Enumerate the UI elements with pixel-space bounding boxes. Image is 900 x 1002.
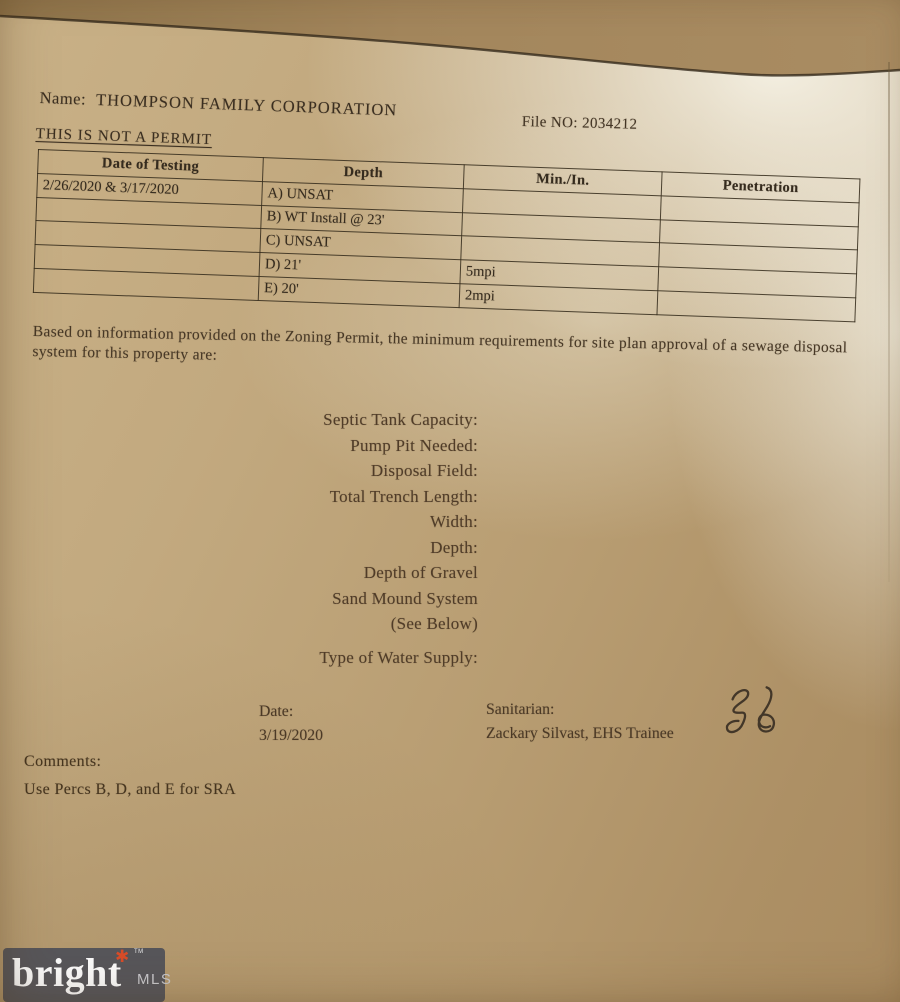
req-pump-pit-needed: Pump Pit Needed: [350,435,478,455]
bright-wordmark: bright [12,950,122,995]
trademark-symbol: TM [134,949,144,955]
date-block: Date: 3/19/2020 [259,700,323,748]
paper-top-edge [0,0,900,77]
req-sand-mound-system: Sand Mound System [332,588,478,608]
sanitarian-value: Zackary Silvast, EHS Trainee [486,725,674,742]
req-disposal-field: Disposal Field: [370,461,478,480]
mls-wordmark: MLS [137,971,173,988]
sanitarian-block: Sanitarian: Zackary Silvast, EHS Trainee [486,698,674,746]
sanitarian-signature [725,686,776,734]
req-depth: Depth: [430,537,478,557]
req-total-trench-length: Total Trench Length: [329,486,478,506]
bright-mls-watermark: bright ✱ TM MLS [3,947,171,1002]
req-septic-tank-capacity: Septic Tank Capacity: [323,410,478,429]
date-value: 3/19/2020 [259,727,324,744]
comments-label: Comments: [24,753,102,770]
req-width: Width: [429,512,478,531]
name-line: Name: THOMPSON FAMILY CORPORATION [39,88,397,120]
name-label: Name: [39,88,87,109]
bright-star-icon: ✱ [115,947,130,967]
requirements-list: Septic Tank Capacity: Pump Pit Needed: D… [148,407,478,637]
perc-test-table: Date of Testing Depth Min./In. Penetrati… [33,149,861,322]
comments-block: Comments: Use Percs B, D, and E for SRA [24,748,236,804]
comments-value: Use Percs B, D, and E for SRA [24,781,237,798]
date-label: Date: [259,703,294,720]
intro-paragraph: Based on information provided on the Zon… [32,322,847,378]
sanitarian-label: Sanitarian: [486,701,555,718]
name-value: THOMPSON FAMILY CORPORATION [95,89,398,120]
req-see-below: (See Below) [390,614,478,633]
paper-seam [888,62,890,582]
water-supply-label: Type of Water Supply: [319,648,478,667]
req-depth-of-gravel: Depth of Gravel [363,563,478,582]
file-number: File NO: 2034212 [521,114,638,133]
not-a-permit-notice: THIS IS NOT A PERMIT [35,126,213,149]
